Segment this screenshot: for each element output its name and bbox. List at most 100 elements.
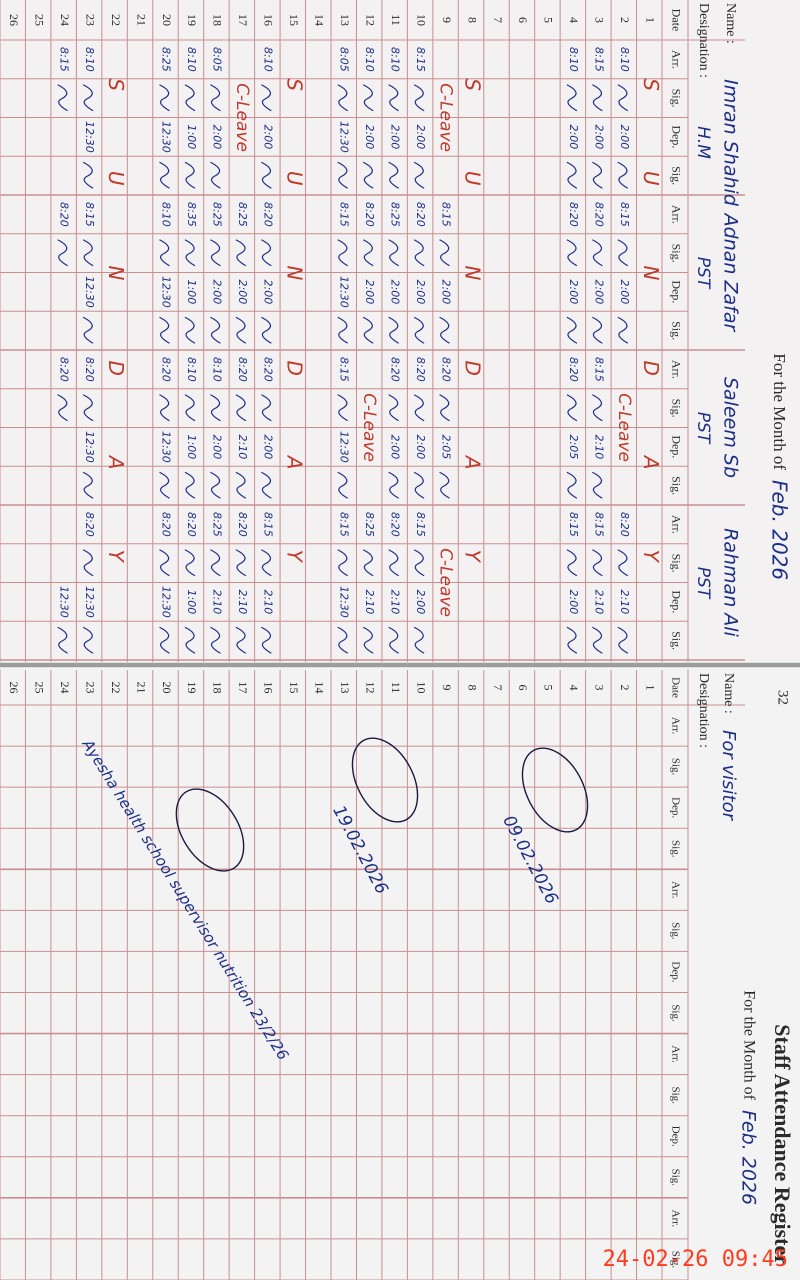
signature xyxy=(184,471,196,499)
month-value: Feb. 2026 xyxy=(768,480,792,580)
departure-time: 2:00 xyxy=(261,435,274,460)
row-date: 6 xyxy=(516,17,530,23)
signature xyxy=(592,549,603,577)
arrival-time: 8:25 xyxy=(210,202,223,227)
arrival-time: 8:20 xyxy=(567,357,580,382)
arrival-time: 8:05 xyxy=(338,47,351,72)
arrival-time: 8:20 xyxy=(236,357,249,382)
signature xyxy=(592,471,603,499)
arrival-time: 8:20 xyxy=(160,512,173,537)
column-header: Sig. xyxy=(669,554,683,573)
row-date: 2 xyxy=(618,17,632,23)
departure-time: 1:00 xyxy=(185,125,198,150)
row-date: 7 xyxy=(491,685,505,691)
row-date: 13 xyxy=(338,14,352,26)
signature xyxy=(184,394,196,422)
arrival-time: 8:20 xyxy=(83,512,96,537)
signature xyxy=(235,626,247,654)
departure-time: 2:00 xyxy=(210,435,223,460)
arrival-time: 8:10 xyxy=(389,47,402,72)
row-date: 3 xyxy=(593,17,607,23)
arrival-time: 8:20 xyxy=(236,512,249,537)
signature xyxy=(337,161,349,189)
departure-time: 2:10 xyxy=(210,590,223,615)
signature xyxy=(159,626,170,654)
signature xyxy=(159,239,170,267)
arrival-time: 8:10 xyxy=(210,357,223,382)
row-date: 24 xyxy=(58,14,72,26)
arrival-time: 8:10 xyxy=(160,202,173,227)
signature xyxy=(388,239,399,267)
column-header: Date xyxy=(669,677,681,698)
departure-time: 1:00 xyxy=(185,435,198,460)
signature xyxy=(362,161,374,189)
signature xyxy=(388,84,399,112)
departure-time: 12:30 xyxy=(83,431,96,463)
signature xyxy=(261,626,272,654)
signature xyxy=(337,239,349,267)
departure-time: 2:10 xyxy=(618,590,631,615)
arrival-time: 8:10 xyxy=(185,357,198,382)
signature xyxy=(362,316,374,344)
row-date: 24 xyxy=(58,682,72,694)
month-label: For the Month of xyxy=(740,990,757,1100)
row-date: 25 xyxy=(32,682,46,694)
row-date: 1 xyxy=(644,17,658,23)
row-date: 26 xyxy=(7,682,21,694)
departure-time: 2:00 xyxy=(261,125,274,150)
row-date: 14 xyxy=(313,682,327,694)
departure-time: 2:00 xyxy=(414,280,427,305)
row-date: 20 xyxy=(160,14,174,26)
arrival-time: 8:10 xyxy=(567,47,580,72)
departure-time: 12:30 xyxy=(338,431,351,463)
arrival-time: 8:25 xyxy=(160,47,173,72)
column-header: Dep. xyxy=(669,435,683,458)
column-header: Sig. xyxy=(669,321,683,340)
departure-time: 2:00 xyxy=(210,280,223,305)
signature xyxy=(210,626,221,654)
signature xyxy=(184,626,196,654)
arrival-time: 8:15 xyxy=(261,512,274,537)
row-date: 18 xyxy=(211,14,225,26)
signature xyxy=(159,161,170,189)
departure-time: 2:00 xyxy=(618,125,631,150)
row-date: 26 xyxy=(7,14,21,26)
column-header: Arr. xyxy=(669,1210,681,1228)
leave-note: C-Leave xyxy=(436,548,456,617)
row-date: 15 xyxy=(287,14,301,26)
departure-time: 2:00 xyxy=(414,125,427,150)
departure-time: 2:00 xyxy=(618,280,631,305)
signature xyxy=(261,316,272,344)
signature xyxy=(566,471,578,499)
column-header: Arr. xyxy=(669,515,683,534)
departure-time: 2:00 xyxy=(567,125,580,150)
row-date: 7 xyxy=(491,17,505,23)
arrival-time: 8:20 xyxy=(58,357,71,382)
leave-note: C-Leave xyxy=(614,393,634,462)
signature xyxy=(439,239,450,267)
leave-note: C-Leave xyxy=(359,393,379,462)
arrival-time: 8:15 xyxy=(414,47,427,72)
right-page xyxy=(0,668,800,1280)
column-header: Date xyxy=(669,9,683,32)
signature xyxy=(261,239,272,267)
arrival-time: 8:20 xyxy=(414,202,427,227)
row-date: 13 xyxy=(338,682,352,694)
signature xyxy=(184,161,196,189)
signature xyxy=(210,239,221,267)
month-label: For the Month of xyxy=(770,353,789,470)
signature xyxy=(592,161,603,189)
arrival-time: 8:20 xyxy=(261,357,274,382)
signature xyxy=(210,549,221,577)
signature xyxy=(184,239,196,267)
signature xyxy=(617,626,629,654)
row-date: 22 xyxy=(109,682,123,694)
leave-note: C-Leave xyxy=(436,83,456,152)
signature xyxy=(388,316,399,344)
arrival-time: 8:15 xyxy=(592,512,605,537)
signature xyxy=(439,316,450,344)
arrival-time: 8:10 xyxy=(83,47,96,72)
signature xyxy=(235,394,247,422)
